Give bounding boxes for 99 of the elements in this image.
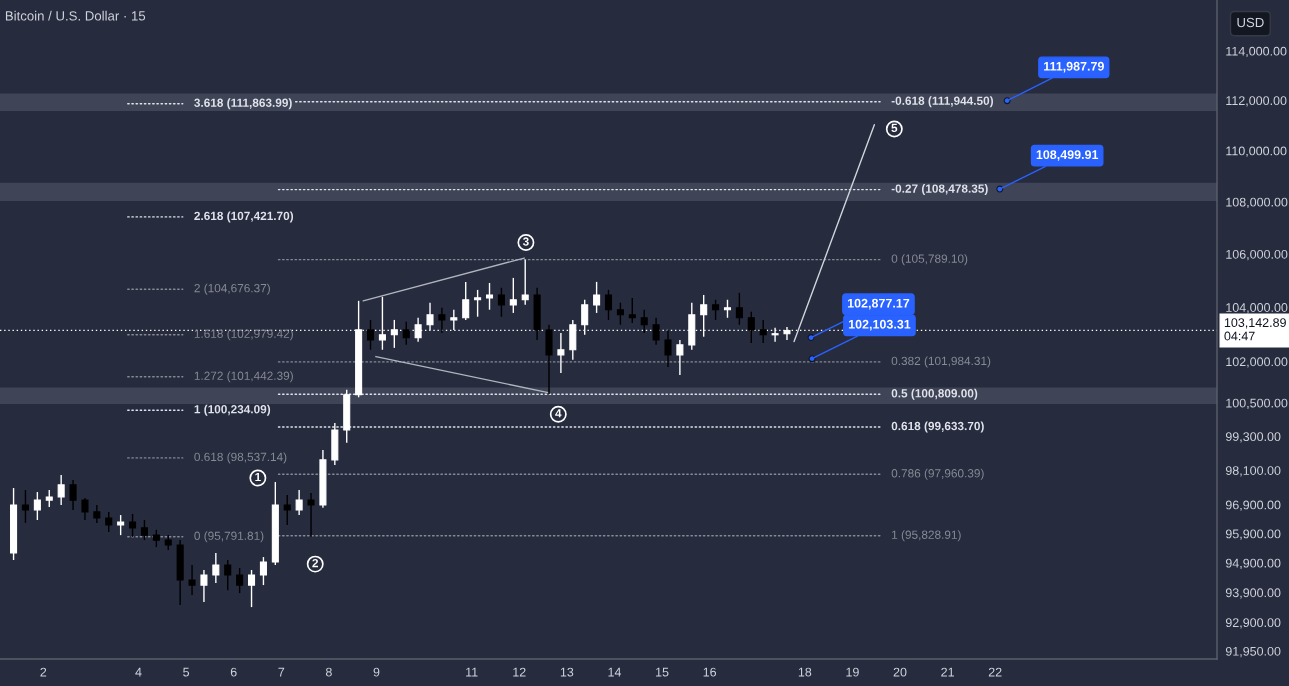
candlestick bbox=[771, 327, 779, 343]
x-tick-label: 16 bbox=[703, 667, 717, 677]
y-tick-label: 96,900.00 bbox=[1225, 500, 1281, 511]
y-tick-label: 108,000.00 bbox=[1226, 197, 1288, 209]
series-label: 2 (104,676.37) bbox=[194, 283, 270, 295]
series-label: 1 (100,234.09) bbox=[194, 404, 271, 416]
y-tick-label: 102,000.00 bbox=[1226, 357, 1288, 368]
x-tick-label: 2 bbox=[40, 667, 47, 677]
candlestick bbox=[69, 479, 77, 511]
x-tick-label: 19 bbox=[846, 667, 859, 677]
candlestick bbox=[676, 339, 684, 376]
series-label: 0.382 (101,984.31) bbox=[891, 356, 991, 368]
x-tick-label: 11 bbox=[466, 667, 478, 677]
y-tick-label: 104,000.00 bbox=[1226, 303, 1288, 314]
series-label: 2.618 (107,421.70) bbox=[194, 211, 294, 223]
candlestick bbox=[105, 511, 113, 533]
candlestick bbox=[140, 519, 148, 541]
candlestick bbox=[485, 282, 494, 311]
candlestick bbox=[283, 494, 291, 526]
candlestick bbox=[604, 289, 613, 321]
candlestick bbox=[212, 552, 220, 584]
x-tick-label: 21 bbox=[941, 667, 954, 677]
x-tick-label: 5 bbox=[183, 667, 190, 677]
x-tick-label: 9 bbox=[373, 667, 380, 677]
x-tick-label: 22 bbox=[988, 667, 1002, 677]
ref-line-label: 103,142.89 04:47 bbox=[1224, 318, 1286, 341]
y-axis-title: USD bbox=[1237, 17, 1264, 28]
candlestick bbox=[236, 567, 244, 594]
candlestick bbox=[616, 302, 624, 326]
candlestick bbox=[640, 309, 648, 334]
candlestick bbox=[652, 317, 660, 346]
y-tick-label: 110,000.00 bbox=[1226, 146, 1287, 157]
x-tick-label: 12 bbox=[513, 667, 526, 677]
candlestick bbox=[438, 307, 446, 334]
candlestick bbox=[57, 474, 65, 506]
x-tick-label: 20 bbox=[893, 667, 907, 677]
y-tick-label: 100,500.00 bbox=[1226, 398, 1288, 409]
y-tick-label: 112,000.00 bbox=[1226, 96, 1287, 107]
candlestick bbox=[248, 569, 256, 608]
text: Bitcoin / U.S. Dollar · 15 bbox=[5, 10, 146, 21]
candlestick bbox=[129, 513, 137, 538]
candlestick bbox=[735, 292, 743, 326]
series-label: 1.618 (102,979.42) bbox=[194, 329, 293, 341]
candlestick bbox=[759, 319, 767, 344]
candlestick bbox=[593, 281, 601, 314]
candlestick bbox=[712, 299, 720, 321]
series-label: 1.272 (101,442.39) bbox=[194, 371, 293, 383]
point bbox=[807, 334, 815, 342]
candlestick bbox=[474, 289, 482, 318]
series-label: 0 (95,791.81) bbox=[194, 531, 264, 543]
y-tick-label: 98,100.00 bbox=[1225, 466, 1281, 477]
candlestick bbox=[402, 321, 410, 346]
series-label: 0.618 (98,537.14) bbox=[194, 452, 287, 464]
annotation: 4 bbox=[555, 409, 562, 418]
annotation: 1 bbox=[255, 472, 261, 482]
annotation: 3 bbox=[522, 237, 529, 246]
y-tick-label: 106,000.00 bbox=[1226, 249, 1288, 261]
candlestick bbox=[557, 332, 565, 374]
candlestick bbox=[509, 277, 517, 314]
annotation: 2 bbox=[312, 558, 319, 568]
candlestick bbox=[747, 311, 755, 344]
y-tick-label: 92,900.00 bbox=[1225, 618, 1281, 629]
x-tick-label: 4 bbox=[135, 667, 142, 677]
x-tick-label: 6 bbox=[230, 667, 237, 677]
y-tick-label: 94,900.00 bbox=[1225, 558, 1281, 570]
series-label: 0.786 (97,960.39) bbox=[891, 468, 984, 480]
candlestick bbox=[521, 258, 529, 306]
candlestick bbox=[21, 489, 29, 524]
candlestick bbox=[200, 569, 208, 603]
candlestick bbox=[81, 497, 89, 521]
x-tick-label: 7 bbox=[278, 667, 285, 677]
candlestick bbox=[497, 287, 505, 318]
x-tick-label: 18 bbox=[798, 667, 812, 677]
candlestick bbox=[224, 559, 232, 591]
candlestick bbox=[188, 564, 196, 596]
candlestick bbox=[390, 319, 398, 349]
candlestick bbox=[628, 297, 636, 324]
series-label: 3.618 (111,863.99) bbox=[194, 98, 292, 110]
candlestick bbox=[33, 491, 41, 521]
candlestick bbox=[307, 492, 315, 538]
y-tick-label: 99,300.00 bbox=[1225, 432, 1281, 443]
series-label: 1 (95,828.91) bbox=[892, 530, 961, 542]
x-tick-label: 14 bbox=[608, 667, 622, 677]
series-label: 0.5 (100,809.00) bbox=[891, 388, 978, 400]
y-tick-label: 93,900.00 bbox=[1225, 588, 1281, 599]
x-tick-label: 15 bbox=[656, 667, 669, 677]
x-tick-label: 13 bbox=[560, 667, 574, 677]
series-label: 0.618 (99,633.70) bbox=[891, 421, 984, 433]
candlestick bbox=[259, 556, 267, 586]
x-tick-label: 8 bbox=[325, 667, 332, 677]
point bbox=[808, 355, 816, 363]
candlestick bbox=[295, 489, 303, 516]
candlestick bbox=[462, 281, 470, 321]
candlestick bbox=[664, 329, 672, 368]
y-tick-label: 91,950.00 bbox=[1225, 646, 1281, 658]
candlestick bbox=[366, 319, 375, 351]
candlestick bbox=[117, 514, 125, 536]
y-tick-label: 95,900.00 bbox=[1225, 529, 1281, 540]
y-tick-label: 114,000.00 bbox=[1226, 46, 1287, 58]
